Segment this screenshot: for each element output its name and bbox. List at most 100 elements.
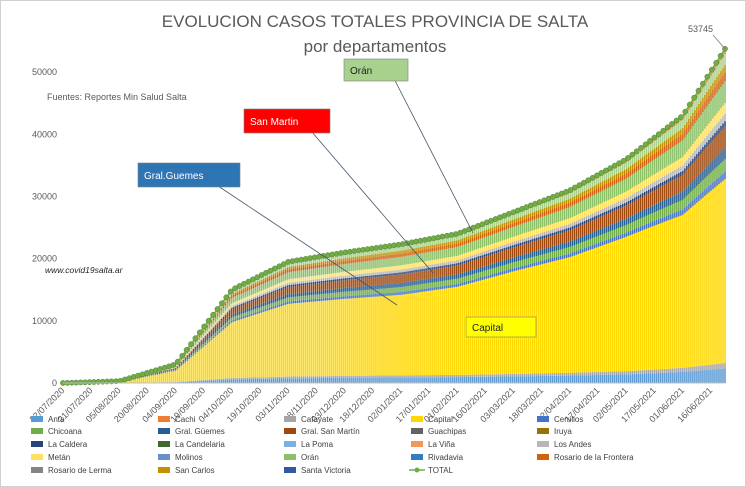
stack-segment: [292, 284, 295, 287]
stack-segment: [202, 332, 205, 336]
stack-segment: [463, 374, 465, 378]
stack-segment: [702, 88, 704, 98]
stack-segment: [696, 106, 698, 113]
stack-segment: [312, 268, 315, 276]
stack-segment: [264, 288, 267, 293]
stack-segment: [405, 291, 407, 295]
stack-segment: [557, 221, 560, 228]
stack-segment: [427, 270, 429, 279]
stack-segment: [397, 257, 399, 266]
stack-segment: [591, 220, 594, 233]
stack-segment: [664, 152, 666, 168]
stack-segment: [323, 298, 325, 301]
stack-segment: [214, 317, 217, 322]
stack-segment: [507, 216, 510, 222]
stack-segment: [621, 238, 624, 372]
stack-segment: [331, 273, 333, 278]
stack-segment: [525, 243, 528, 254]
stack-segment: [505, 225, 508, 230]
stack-segment: [654, 159, 656, 175]
stack-segment: [387, 293, 389, 296]
stack-segment: [589, 233, 592, 239]
stack-segment: [290, 271, 293, 279]
stack-segment: [258, 280, 261, 283]
stack-segment: [409, 273, 411, 282]
stack-segment: [503, 260, 506, 266]
stack-segment: [603, 215, 606, 228]
stack-segment: [652, 221, 654, 227]
stack-segment: [525, 209, 528, 215]
stack-segment: [256, 295, 259, 298]
stack-segment: [517, 221, 520, 226]
stack-segment: [561, 201, 564, 206]
stack-segment: [565, 231, 568, 243]
stack-segment: [692, 104, 694, 113]
stack-segment: [724, 54, 726, 66]
stack-segment: [304, 269, 307, 277]
stack-segment: [302, 376, 305, 379]
stack-segment: [698, 194, 700, 202]
stack-segment: [557, 197, 560, 203]
stack-segment: [419, 289, 421, 293]
stack-segment: [625, 178, 628, 192]
stack-segment: [668, 214, 670, 221]
stack-segment: [345, 254, 347, 259]
stack-segment: [222, 318, 225, 323]
stack-segment: [649, 227, 652, 370]
stack-segment: [216, 321, 219, 324]
stack-segment: [455, 260, 457, 264]
stack-segment: [407, 255, 409, 265]
stack-segment: [549, 200, 552, 206]
stack-segment: [182, 364, 185, 382]
stack-segment: [260, 276, 263, 280]
stack-segment: [507, 249, 510, 259]
stack-segment: [652, 226, 654, 370]
stack-segment: [609, 212, 612, 225]
stack-segment: [439, 263, 441, 267]
stack-segment: [569, 223, 572, 228]
stack-segment: [296, 292, 299, 297]
stack-segment: [170, 370, 173, 372]
stack-segment: [228, 296, 231, 299]
stack-segment: [688, 367, 690, 372]
stack-segment: [242, 288, 245, 291]
stack-segment: [633, 214, 636, 222]
stack-segment: [391, 377, 393, 383]
stack-segment: [575, 372, 578, 376]
stack-segment: [308, 263, 311, 267]
stack-segment: [246, 377, 249, 380]
stack-segment: [637, 219, 640, 228]
stack-segment: [547, 201, 550, 207]
stack-segment: [216, 333, 219, 335]
stack-segment: [686, 187, 688, 196]
stack-segment: [639, 218, 642, 227]
stack-segment: [461, 277, 463, 283]
stack-segment: [379, 293, 381, 297]
stack-segment: [262, 292, 265, 296]
stack-segment: [266, 304, 269, 309]
stack-segment: [708, 123, 710, 134]
stack-segment: [621, 164, 624, 171]
stack-segment: [493, 267, 496, 274]
stack-segment: [218, 331, 221, 333]
stack-segment: [708, 79, 710, 89]
stack-segment: [337, 276, 339, 280]
stack-segment: [250, 313, 253, 316]
stack-segment: [196, 345, 199, 349]
stack-segment: [399, 246, 401, 251]
stack-segment: [200, 348, 203, 381]
stack-segment: [577, 243, 580, 251]
stack-segment: [463, 281, 465, 285]
stack-segment: [349, 277, 351, 280]
stack-segment: [200, 334, 203, 338]
stack-segment: [686, 113, 688, 122]
stack-segment: [473, 257, 476, 261]
stack-segment: [399, 375, 401, 378]
stack-segment: [537, 213, 540, 219]
stack-segment: [710, 364, 712, 370]
stack-segment: [647, 373, 650, 383]
stack-segment: [643, 195, 646, 210]
stack-segment: [639, 158, 642, 164]
stack-segment: [411, 251, 413, 256]
stack-segment: [401, 291, 403, 295]
